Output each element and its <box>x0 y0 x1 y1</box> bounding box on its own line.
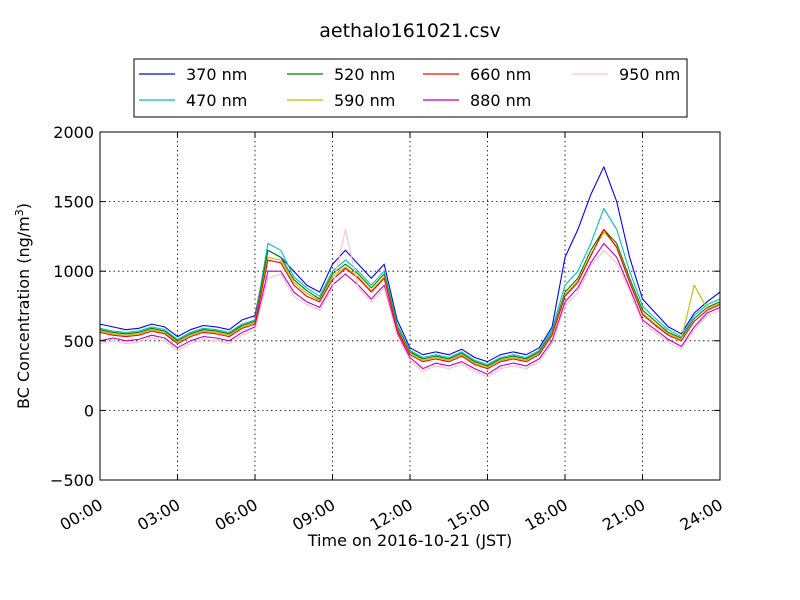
legend-entry-label: 520 nm <box>334 65 395 84</box>
legend-entry-label: 590 nm <box>334 91 395 110</box>
y-tick-label: −500 <box>50 471 94 490</box>
y-tick-label: 0 <box>84 401 94 420</box>
y-axis-label: BC Concentration (ng/m3) <box>13 203 33 409</box>
legend-entry-label: 880 nm <box>470 91 531 110</box>
chart-title: aethalo161021.csv <box>319 20 501 42</box>
series-layer <box>99 166 721 378</box>
legend-entry-label: 370 nm <box>186 65 247 84</box>
legend-entry-label: 660 nm <box>470 65 531 84</box>
series-line-370-nm <box>99 166 721 363</box>
y-tick-label: 1000 <box>53 262 94 281</box>
x-axis-label: Time on 2016-10-21 (JST) <box>307 531 512 550</box>
y-axis-label-main: BC Concentration (ng/m <box>14 216 33 409</box>
series-line-590-nm <box>99 231 721 368</box>
series-line-520-nm <box>99 228 721 367</box>
legend-entry-label: 470 nm <box>186 91 247 110</box>
y-axis-label-superscript: 3 <box>13 209 26 216</box>
y-tick-label: 500 <box>63 332 94 351</box>
legend-entry-label: 950 nm <box>619 65 680 84</box>
legend-box <box>133 58 688 118</box>
series-line-660-nm <box>99 228 721 370</box>
series-line-470-nm <box>99 208 721 366</box>
series-line-880-nm <box>99 242 721 375</box>
y-tick-label: 1500 <box>53 193 94 212</box>
legend: 370 nm 470 nm 520 nm 590 nm 660 nm 880 nm 950 … <box>133 58 688 118</box>
y-axis-label-close: ) <box>14 203 33 209</box>
series-line-950-nm <box>99 228 721 378</box>
y-tick-label: 2000 <box>53 123 94 142</box>
